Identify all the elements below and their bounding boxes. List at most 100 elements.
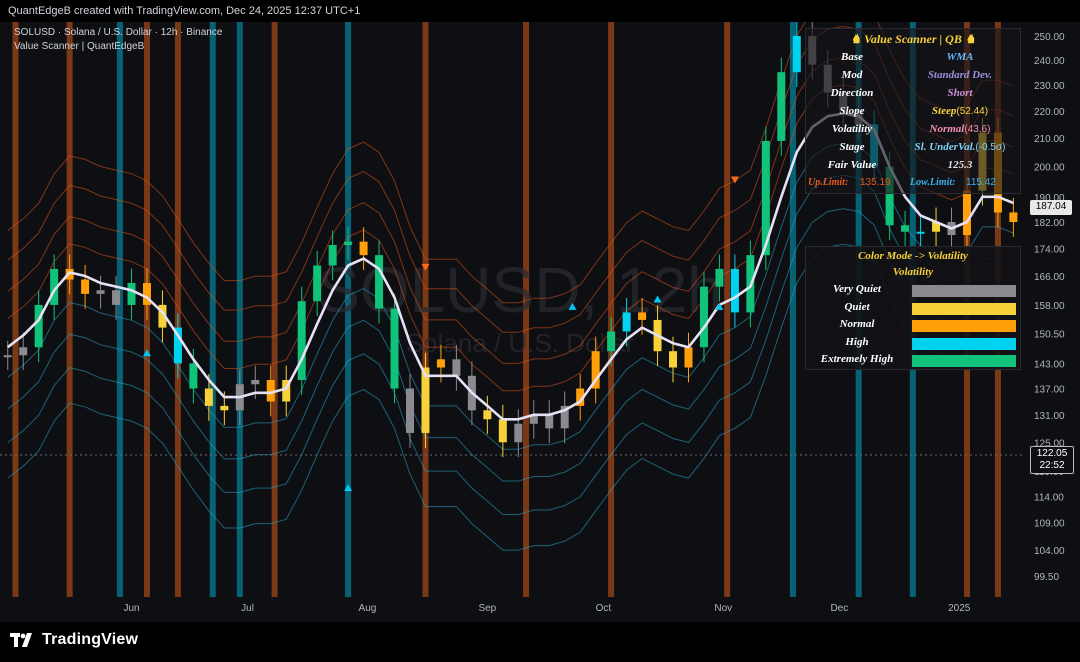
- color-mode-swatch: [912, 355, 1016, 367]
- fair-value-badge: 122.05 22:52: [1030, 446, 1074, 474]
- candle-body: [529, 414, 538, 424]
- price-tick-label: 182.00: [1034, 218, 1065, 229]
- candle: [96, 275, 105, 309]
- color-mode-swatch: [912, 337, 1016, 350]
- signal-marker-0: [142, 349, 151, 357]
- color-mode-swatch: [912, 285, 1016, 297]
- signal-vline-2: [116, 22, 123, 597]
- candle-body: [251, 380, 260, 385]
- signal-marker-3: [568, 302, 577, 310]
- candle-body: [684, 347, 693, 368]
- candle: [313, 250, 322, 317]
- candle: [591, 336, 600, 404]
- signal-marker-5: [730, 176, 739, 184]
- signal-markers: [142, 176, 739, 492]
- chart-area[interactable]: SOLUSD, 12h Solana / U.S. Dollar 250.00 2…: [0, 0, 1080, 622]
- color-mode-row: Very Quiet: [806, 283, 1020, 299]
- scanner-row-label: Volatility: [831, 123, 873, 135]
- time-tick-label: Oct: [596, 603, 612, 614]
- low-limit-value: 115.42: [966, 177, 996, 188]
- candle-body: [607, 331, 616, 352]
- color-mode-row: High: [806, 336, 1020, 352]
- indicator-legend[interactable]: Value Scanner | QuantEdgeB: [14, 41, 145, 52]
- candle: [34, 290, 43, 363]
- candle-body: [545, 414, 554, 429]
- candle-body: [932, 222, 941, 232]
- signal-marker-2: [421, 263, 430, 271]
- scanner-row: Direction Short: [806, 87, 1020, 103]
- candle: [777, 57, 786, 156]
- band-line-7: [7, 243, 1014, 551]
- price-tick-label: 143.00: [1034, 359, 1065, 370]
- scanner-row-value: WMA: [946, 51, 974, 63]
- candle: [901, 210, 910, 247]
- scanner-row: Volatility Normal(43.6): [806, 123, 1020, 139]
- tradingview-brand-text: TradingView: [42, 631, 139, 648]
- time-tick-label: Aug: [359, 603, 377, 614]
- candle: [1009, 197, 1018, 237]
- candle-body: [390, 308, 399, 389]
- scanner-row-value: Sl. UnderVal.(-0.5σ): [914, 141, 1006, 153]
- candle-body: [313, 265, 322, 302]
- tradingview-logo-icon: [10, 633, 32, 647]
- band-line-3: [7, 0, 1014, 304]
- candle-body: [730, 268, 739, 313]
- scanner-row-value: 125.3: [947, 159, 973, 171]
- scanner-row: Mod Standard Dev.: [806, 69, 1020, 85]
- signal-vline-7: [271, 22, 278, 597]
- candle: [266, 365, 275, 417]
- candle: [50, 254, 59, 320]
- candle-body: [19, 347, 28, 356]
- candle-body: [158, 304, 167, 328]
- price-tick-label: 131.00: [1034, 411, 1065, 422]
- price-axis[interactable]: 250.00 240.00 230.00 220.00 210.00 200.00 190.…: [1034, 32, 1065, 583]
- time-tick-label: 2025: [948, 603, 971, 614]
- color-mode-row: Quiet: [806, 301, 1020, 317]
- price-tick-label: 220.00: [1034, 107, 1065, 118]
- signal-vline-13: [789, 22, 796, 597]
- symbol-legend[interactable]: SOLUSD · Solana / U.S. Dollar · 12h · Bi…: [14, 27, 223, 38]
- color-mode-row: Normal: [806, 318, 1020, 334]
- candle: [545, 400, 554, 444]
- color-mode-panel: Color Mode -> Volatility Volatility Very…: [805, 246, 1021, 370]
- candle-body: [220, 405, 229, 411]
- scanner-row-value: Steep(52.44): [931, 105, 989, 117]
- signal-vline-4: [174, 22, 181, 597]
- candle-body: [173, 327, 182, 364]
- price-tick-label: 166.00: [1034, 272, 1065, 283]
- footer-bar: TradingView: [0, 622, 1080, 662]
- scanner-row-label: Fair Value: [827, 159, 877, 171]
- candle: [932, 207, 941, 247]
- candle-body: [266, 380, 275, 402]
- candle-body: [375, 255, 384, 309]
- candle: [715, 254, 724, 302]
- scanner-row-extra: (52.44): [956, 106, 989, 117]
- candle-body: [669, 351, 678, 368]
- candle: [112, 275, 121, 320]
- candle-body: [514, 423, 523, 443]
- candle-body: [436, 359, 445, 368]
- band-line-2: [7, 25, 1014, 333]
- candle: [576, 374, 585, 421]
- scanner-row-extra: (43.6): [964, 124, 991, 135]
- value-scanner-panel: ♞ Value Scanner | QB ♞ Base WMA Mod Standar…: [805, 28, 1021, 194]
- watermark-symbol: SOLUSD, 12h: [317, 254, 723, 326]
- candle: [529, 400, 538, 439]
- time-axis[interactable]: Jun Jul Aug Sep Oct Nov Dec 2025: [123, 603, 970, 614]
- candle: [142, 268, 151, 320]
- tradingview-logo[interactable]: TradingView: [10, 631, 138, 649]
- candle-body: [761, 140, 770, 256]
- candle-body: [96, 290, 105, 294]
- price-tick-label: 125.00: [1034, 438, 1065, 449]
- candle-body: [576, 388, 585, 406]
- time-tick-label: Nov: [714, 603, 732, 614]
- candle-body: [885, 166, 894, 226]
- time-tick-label: Dec: [830, 603, 848, 614]
- candle-body: [715, 268, 724, 287]
- current-price-value: 187.04: [1035, 201, 1067, 212]
- price-tick-label: 104.00: [1034, 546, 1065, 557]
- scanner-row-value: Standard Dev.: [927, 69, 993, 81]
- signal-vline-11: [608, 22, 615, 597]
- candle-body: [591, 351, 600, 389]
- symbol-watermark: SOLUSD, 12h Solana / U.S. Dollar: [317, 254, 723, 358]
